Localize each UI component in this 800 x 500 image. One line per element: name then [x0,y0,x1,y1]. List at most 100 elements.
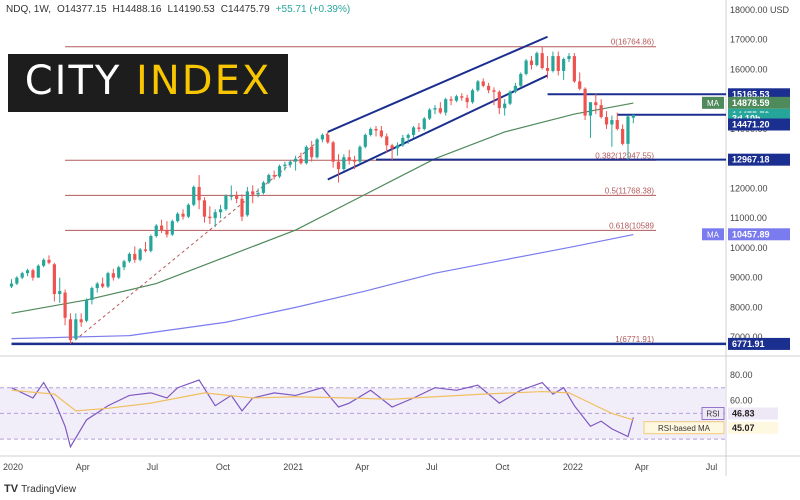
candle-body [513,85,517,92]
channel-upper-line [327,35,548,133]
chart-header: NDQ, 1W, O14377.15 H14488.16 L14190.53 C… [6,4,350,15]
ma-tag [702,96,724,109]
time-tick-label: 2022 [563,462,583,472]
candle-body [31,270,35,278]
candle-body [138,249,142,260]
price-label-text: 15165.53 [732,89,770,99]
candle-body [567,56,571,60]
candle-body [529,60,534,66]
candle-body [101,283,105,287]
price-tick-label: 10000.00 [730,243,768,253]
candle-body [165,230,169,235]
candle-body [390,145,394,149]
candle-body [90,288,94,300]
candle-body [363,134,367,147]
candle-body [610,120,614,125]
candle-body [621,128,625,144]
symbol-label[interactable]: NDQ, 1W, [6,4,52,15]
tradingview-footer[interactable]: TV TradingView [4,483,76,495]
candle-body [428,109,432,119]
candle-body [417,127,421,129]
candle-body [562,59,566,71]
candle-body [240,198,244,217]
candle-body [342,157,346,170]
time-tick-label: Jul [147,462,159,472]
price-tick-label: 16000.00 [730,64,768,74]
change-value: +55.71 (+0.39%) [275,4,351,15]
ma-tag-text: MA [707,230,720,239]
time-tick-label: Apr [76,462,90,472]
candle-body [336,161,341,170]
candle-body [9,283,14,287]
price-axis-label: MA 10457.89 [702,228,790,241]
candle-body [63,292,67,318]
candle-body [20,273,24,278]
price-label-text: 6771.91 [732,339,765,349]
candle-body [379,130,383,137]
candle-body [283,164,287,167]
time-tick-label: Oct [216,462,231,472]
candle-body [476,81,480,91]
candle-body [481,81,485,86]
candle-body [401,137,405,146]
candle-body [288,161,292,165]
fib-level-label: 1(6771.91) [615,335,654,344]
price-axis-label: 12967.18 [728,153,790,166]
price-label-box [728,96,790,109]
candle-body [84,299,89,321]
open-value: O14377.15 [57,4,107,15]
candle-body [208,216,212,219]
price-label-text: 14471.20 [732,119,770,129]
candle-body [615,120,619,129]
candle-body [256,192,260,195]
candle-body [310,146,314,158]
price-tick-label: 9000.00 [730,273,763,283]
candle-body [626,116,630,144]
candle-body [594,102,598,106]
candle-body [149,236,153,251]
rsi-value-text: 46.83 [732,409,755,419]
candle-body [578,81,582,89]
candle-body [535,53,539,66]
rsi-value-box [728,421,778,434]
candle-body [422,118,426,129]
price-label-box [728,118,790,131]
candle-body [631,114,635,118]
candle-body [52,264,56,295]
candle-body [497,91,501,109]
candle-body [524,60,528,74]
candle-body [192,186,196,205]
candle-body [272,175,276,177]
logo-word-index: INDEX [136,58,272,104]
candle-body [374,128,378,131]
candle-body [508,91,512,104]
candle-body [79,319,83,323]
price-tick-label: 12000.00 [730,183,768,193]
candle-body [127,253,132,262]
candle-body [186,204,190,217]
city-index-logo: CITY INDEX [8,54,288,112]
price-label-text: 14878.59 [732,98,770,108]
rsi-name-tag [643,421,725,435]
candle-body [154,225,158,237]
candle-body [36,265,40,278]
candle-body [143,249,148,251]
candle-body [170,221,174,235]
candle-body [261,182,266,193]
rsi-name-text: RSI [706,410,719,419]
candle-body [486,85,491,91]
price-label-text: 12967.18 [732,155,770,165]
time-tick-label: Apr [635,462,649,472]
candle-body [503,103,507,109]
candle-body [58,291,62,295]
rsi-value-label: RSI-based MA 45.07 [643,421,778,435]
time-tick-label: Apr [355,462,369,472]
candle-body [229,195,233,197]
candle-body [218,209,223,213]
candle-body [551,56,555,71]
candle-body [352,160,357,162]
candle-body [385,136,389,146]
candle-body [25,270,30,274]
candle-body [444,99,448,113]
